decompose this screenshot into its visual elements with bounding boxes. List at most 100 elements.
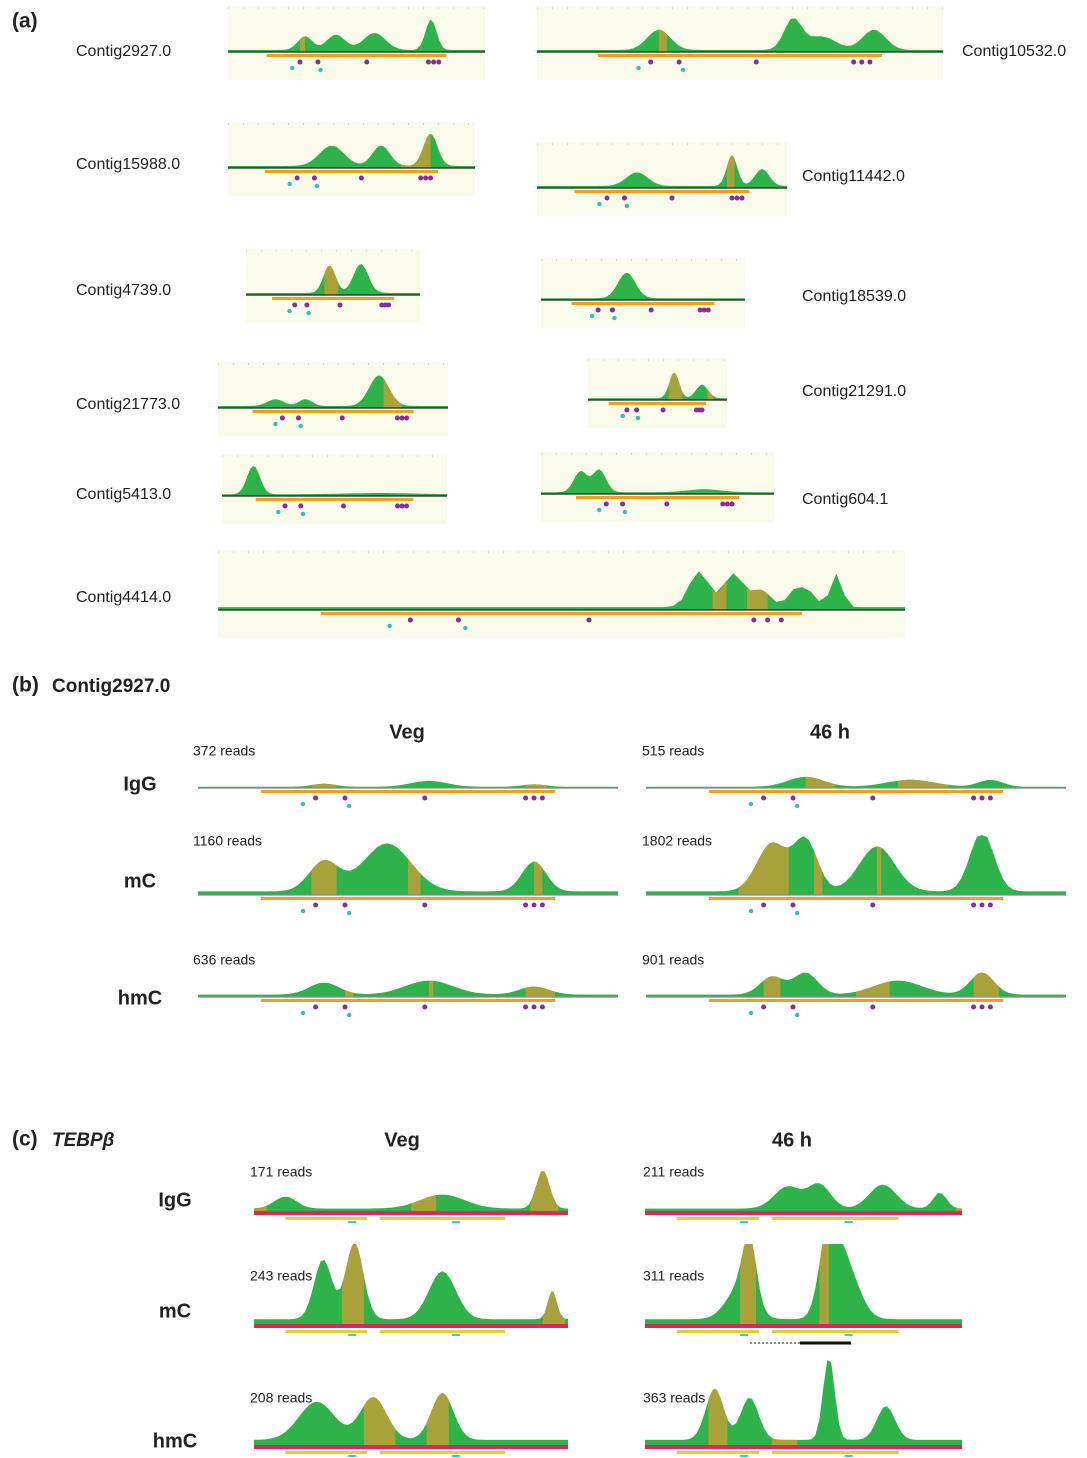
marker	[670, 196, 675, 201]
coverage	[806, 777, 835, 788]
coverage	[411, 1195, 436, 1211]
marker	[301, 1011, 305, 1015]
gene-track	[254, 1445, 568, 1449]
read-count: 363 reads	[643, 1390, 705, 1406]
feature	[380, 1330, 506, 1333]
marker	[400, 504, 405, 509]
marker	[463, 626, 467, 630]
marker	[623, 510, 627, 514]
marker	[730, 502, 735, 507]
marker	[751, 618, 756, 623]
marker	[621, 414, 625, 418]
marker	[386, 303, 391, 308]
marker	[540, 903, 545, 908]
contig-label: Contig15988.0	[76, 156, 180, 173]
coverage	[429, 981, 433, 997]
feature	[677, 1330, 759, 1333]
marker	[452, 1334, 460, 1336]
feature	[267, 54, 447, 57]
feature	[576, 496, 739, 499]
coverage	[300, 36, 305, 52]
coverage	[311, 860, 336, 895]
feature	[261, 999, 555, 1002]
coverage	[198, 781, 618, 788]
panel-title: Contig2927.0	[52, 676, 170, 697]
feature	[772, 1451, 899, 1454]
marker	[428, 176, 433, 181]
feature	[575, 190, 750, 193]
coverage	[254, 1244, 568, 1324]
marker	[408, 618, 413, 623]
coverage	[764, 976, 781, 997]
marker	[299, 424, 303, 428]
read-count: 1160 reads	[193, 833, 262, 849]
marker	[791, 1005, 796, 1010]
track-box	[218, 362, 448, 436]
coverage	[645, 1183, 962, 1211]
marker	[845, 1221, 853, 1223]
marker	[404, 416, 409, 421]
read-count: 171 reads	[250, 1164, 312, 1180]
marker	[532, 903, 537, 908]
contig-label: Contig4739.0	[76, 282, 171, 299]
feature	[709, 790, 1003, 793]
row-label: IgG	[158, 1189, 191, 1211]
gene-track	[645, 1211, 962, 1215]
marker	[343, 1005, 348, 1010]
marker	[523, 1005, 528, 1010]
marker	[532, 796, 537, 801]
marker	[312, 176, 317, 181]
marker	[596, 308, 601, 313]
marker	[870, 796, 875, 801]
feature	[572, 302, 715, 305]
marker	[426, 60, 431, 65]
marker	[636, 66, 640, 70]
marker	[791, 903, 796, 908]
marker	[298, 504, 303, 509]
track-box	[228, 6, 485, 80]
marker	[523, 903, 528, 908]
marker	[625, 204, 629, 208]
column-header: Veg	[384, 1129, 420, 1151]
coverage	[534, 861, 542, 895]
marker	[749, 802, 753, 806]
marker	[532, 1005, 537, 1010]
row-label: hmC	[118, 987, 162, 1009]
marker	[306, 311, 310, 315]
column-header: 46 h	[810, 721, 850, 743]
read-count: 636 reads	[193, 952, 255, 968]
tracks	[198, 6, 1066, 1457]
marker	[436, 60, 441, 65]
marker	[605, 196, 610, 201]
marker	[681, 68, 685, 72]
feature	[285, 1217, 367, 1220]
panel-label: (b)	[12, 674, 39, 697]
row-label: IgG	[123, 773, 156, 795]
coverage	[645, 1244, 962, 1324]
marker	[761, 903, 766, 908]
marker	[586, 618, 591, 623]
marker	[636, 416, 640, 420]
marker	[400, 416, 405, 421]
marker	[988, 1005, 993, 1010]
marker	[283, 504, 288, 509]
marker	[343, 903, 348, 908]
row-label: hmC	[153, 1430, 197, 1452]
coverage	[345, 990, 353, 997]
marker	[364, 60, 369, 65]
coverage	[526, 987, 555, 997]
marker	[795, 911, 799, 915]
marker	[523, 796, 528, 801]
coverage	[427, 1393, 449, 1445]
marker	[422, 903, 427, 908]
read-count: 1802 reads	[642, 833, 712, 849]
coverage	[819, 1244, 829, 1324]
marker	[859, 60, 864, 65]
marker	[761, 796, 766, 801]
marker	[740, 1221, 748, 1223]
coverage	[646, 777, 1066, 788]
read-count: 243 reads	[250, 1268, 312, 1284]
column-header: 46 h	[772, 1129, 812, 1151]
marker	[725, 502, 730, 507]
marker	[649, 308, 654, 313]
